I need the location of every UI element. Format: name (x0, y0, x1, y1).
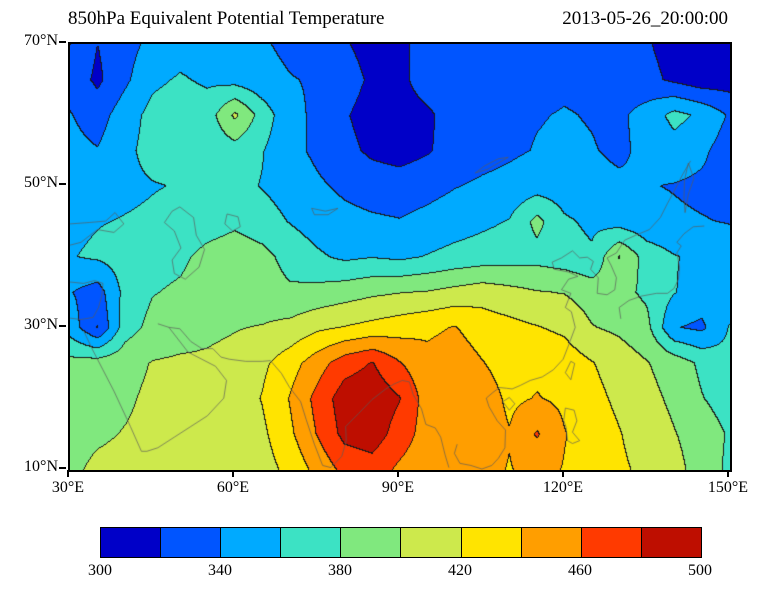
y-tick-label: 70°N (24, 32, 58, 49)
y-tick-label: 50°N (24, 174, 58, 191)
colorbar (100, 527, 702, 558)
x-tick-label: 60°E (216, 479, 250, 496)
colorbar-tick-label: 460 (568, 562, 592, 579)
x-tick-mark (727, 470, 729, 477)
colorbar-cell (400, 528, 461, 557)
y-tick-label: 30°N (24, 316, 58, 333)
colorbar-cell (220, 528, 281, 557)
colorbar-tick-label: 500 (688, 562, 712, 579)
colorbar-cell (160, 528, 221, 557)
y-tick-mark (59, 467, 66, 469)
y-tick-mark (59, 325, 66, 327)
colorbar-cell (580, 528, 641, 557)
title-row: 850hPa Equivalent Potential Temperature … (68, 8, 728, 30)
contour-map-canvas (70, 44, 730, 470)
x-tick-label: 90°E (381, 479, 415, 496)
x-tick-mark (232, 470, 234, 477)
x-tick-mark (67, 470, 69, 477)
colorbar-cell (520, 528, 581, 557)
colorbar-cell (340, 528, 401, 557)
colorbar-cell (640, 528, 701, 557)
plot-area (68, 42, 732, 472)
x-tick-label: 120°E (542, 479, 584, 496)
chart-title: 850hPa Equivalent Potential Temperature (68, 8, 385, 29)
colorbar-tick-label: 380 (328, 562, 352, 579)
y-tick-mark (59, 41, 66, 43)
colorbar-cell (101, 528, 161, 557)
x-tick-label: 30°E (51, 479, 85, 496)
y-tick-label: 10°N (24, 458, 58, 475)
colorbar-tick-label: 340 (208, 562, 232, 579)
colorbar-cell (280, 528, 341, 557)
x-tick-mark (397, 470, 399, 477)
colorbar-cell (460, 528, 521, 557)
x-tick-label: 150°E (707, 479, 749, 496)
chart-timestamp: 2013-05-26_20:00:00 (562, 8, 728, 29)
colorbar-tick-label: 300 (88, 562, 112, 579)
y-tick-mark (59, 183, 66, 185)
colorbar-tick-label: 420 (448, 562, 472, 579)
x-tick-mark (562, 470, 564, 477)
